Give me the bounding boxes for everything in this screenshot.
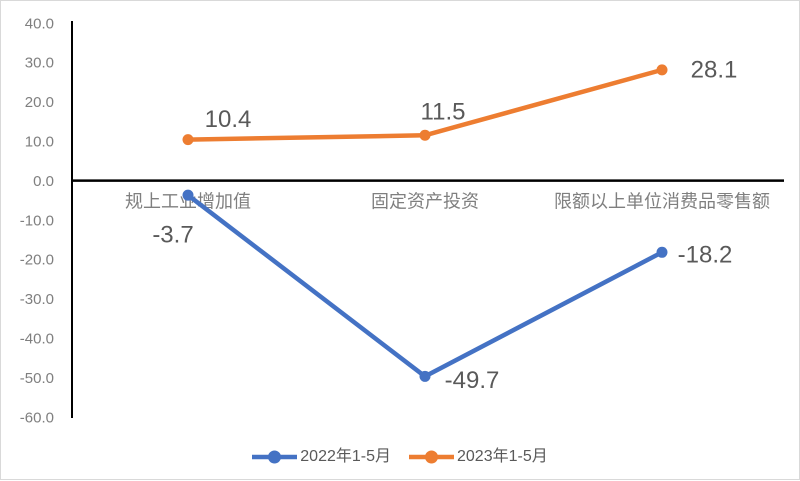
data-label-s1-p2: 28.1 bbox=[691, 56, 738, 83]
chart-legend: 2022年1-5月 2023年1-5月 bbox=[1, 449, 799, 465]
data-label-s0-p0: -3.7 bbox=[152, 222, 193, 249]
legend-line-marker-icon bbox=[409, 450, 454, 464]
category-label-0: 规上工业增加值 bbox=[125, 191, 251, 211]
legend-line-marker-icon bbox=[252, 450, 298, 464]
data-point-s1-p1 bbox=[419, 129, 431, 141]
y-tick-label--10.0: -10.0 bbox=[20, 212, 54, 229]
data-point-s1-p2 bbox=[656, 64, 668, 76]
y-tick-label-40.0: 40.0 bbox=[25, 15, 54, 32]
y-tick-label--40.0: -40.0 bbox=[20, 330, 54, 347]
legend-label-2023: 2023年1-5月 bbox=[457, 448, 548, 465]
y-tick-label--50.0: -50.0 bbox=[20, 370, 54, 387]
data-point-s0-p1 bbox=[419, 370, 431, 382]
y-tick-label--20.0: -20.0 bbox=[20, 252, 54, 269]
data-point-s0-p2 bbox=[656, 246, 668, 258]
y-tick-label-0.0: 0.0 bbox=[33, 173, 54, 190]
y-tick-label-30.0: 30.0 bbox=[25, 55, 54, 72]
series-line-0 bbox=[185, 192, 665, 379]
y-tick-label--60.0: -60.0 bbox=[20, 409, 54, 426]
y-tick-label-20.0: 20.0 bbox=[25, 94, 54, 111]
data-label-s0-p2: -18.2 bbox=[678, 242, 733, 269]
data-point-s1-p0 bbox=[182, 134, 194, 146]
legend-label-2022: 2022年1-5月 bbox=[300, 448, 391, 465]
y-tick-label-10.0: 10.0 bbox=[25, 133, 54, 150]
data-label-s1-p0: 10.4 bbox=[205, 106, 252, 133]
data-point-s0-p0 bbox=[182, 189, 194, 201]
data-label-s0-p1: -49.7 bbox=[445, 367, 500, 394]
category-label-1: 固定资产投资 bbox=[371, 191, 479, 211]
category-label-2: 限额以上单位消费品零售额 bbox=[554, 191, 770, 211]
data-label-s1-p1: 11.5 bbox=[421, 99, 466, 126]
y-tick-label--30.0: -30.0 bbox=[20, 291, 54, 308]
legend-item-2023: 2023年1-5月 bbox=[409, 449, 548, 465]
legend-item-2022: 2022年1-5月 bbox=[252, 449, 391, 465]
